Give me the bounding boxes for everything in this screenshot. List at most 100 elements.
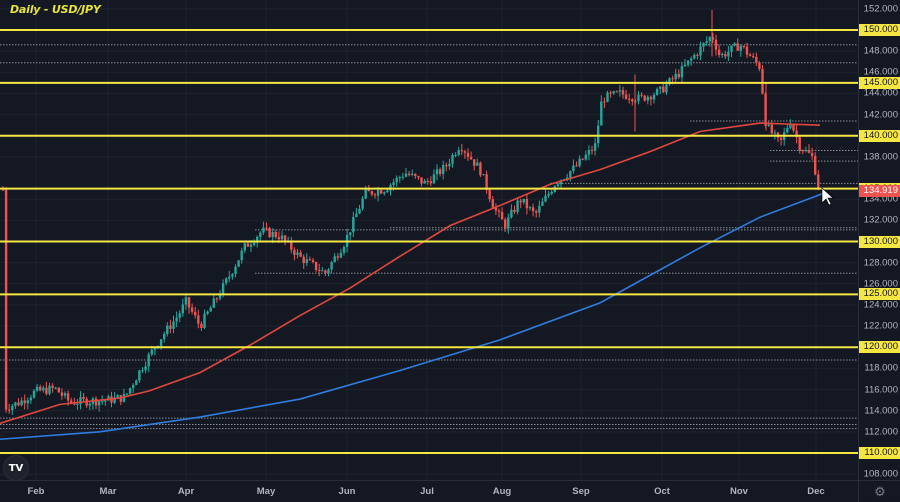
candle-bull — [48, 385, 51, 394]
candle-bull — [225, 278, 228, 284]
candle-bull — [141, 370, 144, 372]
candle-bear — [308, 259, 312, 261]
candle-bull — [693, 55, 696, 59]
candle-bear — [314, 261, 318, 271]
candle-bull — [358, 208, 361, 214]
price-axis[interactable]: 152.000 148.000 146.000 144.000 142.000 138.0… — [858, 0, 900, 480]
candle-bull — [79, 397, 82, 404]
candle-bear — [429, 181, 432, 184]
candle-bear — [66, 393, 70, 401]
candle-bull — [773, 132, 777, 134]
candle-bull — [383, 192, 386, 194]
candle-bull — [280, 235, 284, 240]
candle-bear — [479, 162, 482, 176]
candle-bull — [786, 127, 789, 133]
candle-bear — [717, 49, 721, 55]
candle-bull — [221, 283, 225, 295]
candle-bull — [305, 259, 308, 264]
candle-bull — [442, 165, 445, 174]
candle-bull — [163, 333, 166, 340]
candle-bear — [714, 39, 718, 50]
candle-bear — [817, 174, 820, 190]
candle-bull — [256, 236, 259, 243]
candle-bull — [668, 78, 671, 85]
candle-bear — [491, 199, 494, 208]
plot-area[interactable]: Daily - USD/JPY TV — [0, 0, 858, 481]
time-label-aug: Aug — [492, 486, 512, 497]
candle-bear — [504, 219, 507, 229]
candle-bull — [392, 182, 395, 186]
candle-bear — [268, 228, 271, 238]
level-price-label: 120.000 — [859, 341, 900, 354]
candle-bear — [711, 37, 715, 40]
time-label-oct: Oct — [654, 486, 670, 497]
candle-bull — [789, 124, 792, 128]
candle-bull — [153, 348, 157, 350]
candle-bear — [628, 98, 631, 100]
price-tick: 116.000 — [864, 384, 898, 396]
candle-bull — [612, 91, 615, 94]
candle-bull — [395, 177, 398, 183]
candlestick-chart[interactable] — [0, 0, 858, 480]
candle-bear — [758, 62, 761, 69]
candle-bull — [541, 201, 544, 206]
candle-bear — [57, 387, 60, 393]
candle-bear — [407, 173, 411, 175]
candle-bull — [147, 354, 150, 367]
candle-bull — [702, 43, 705, 47]
candle-bull — [132, 385, 135, 389]
candle-bull — [166, 325, 169, 334]
candle-bear — [169, 325, 172, 329]
candle-bull — [26, 400, 29, 404]
time-axis[interactable]: Feb Mar Apr May Jun Jul Aug Sep Oct Nov Dec — [0, 480, 858, 502]
settings-icon[interactable]: ⚙ — [858, 480, 900, 502]
candle-bear — [45, 387, 48, 394]
price-tick: 124.000 — [863, 299, 898, 311]
candle-bull — [104, 400, 107, 402]
candle-bear — [70, 400, 73, 403]
candle-bear — [801, 150, 804, 152]
candle-bear — [438, 169, 442, 174]
candle-bull — [175, 317, 178, 322]
candle-bear — [795, 130, 798, 138]
candle-bear — [4, 189, 8, 410]
candle-bull — [566, 177, 569, 180]
candle-bear — [445, 165, 448, 167]
candle-bull — [584, 154, 587, 160]
candle-bull — [699, 46, 702, 56]
candle-bear — [755, 56, 758, 63]
candle-bear — [662, 86, 665, 93]
candle-bear — [299, 252, 302, 257]
candle-bull — [510, 209, 513, 218]
candle-bear — [215, 298, 219, 300]
candle-bear — [497, 210, 501, 212]
candle-bear — [485, 174, 488, 190]
candle-bear — [190, 307, 194, 312]
price-tick: 148.000 — [863, 45, 898, 57]
candle-bear — [417, 176, 420, 178]
price-tick: 108.000 — [863, 468, 898, 480]
candle-bull — [339, 252, 343, 258]
candle-bear — [94, 398, 98, 406]
price-tick: 128.000 — [863, 257, 898, 269]
candle-bull — [32, 390, 36, 398]
gear-icon: ⚙ — [874, 483, 886, 499]
candle-bull — [11, 405, 14, 411]
candle-bear — [696, 55, 699, 57]
candle-bull — [386, 190, 389, 193]
candle-bear — [51, 385, 54, 388]
candle-bull — [401, 176, 405, 178]
candle-bull — [206, 311, 209, 314]
candle-bull — [544, 195, 547, 202]
candle-bull — [398, 177, 401, 179]
price-tick: 152.000 — [863, 3, 898, 15]
candle-bull — [618, 90, 622, 92]
candle-bear — [318, 270, 321, 272]
candle-bull — [107, 396, 110, 401]
candle-bear — [745, 46, 749, 55]
candle-bull — [730, 45, 733, 52]
candle-bear — [469, 156, 473, 160]
candle-bear — [380, 190, 383, 194]
tradingview-logo[interactable]: TV — [3, 455, 29, 481]
